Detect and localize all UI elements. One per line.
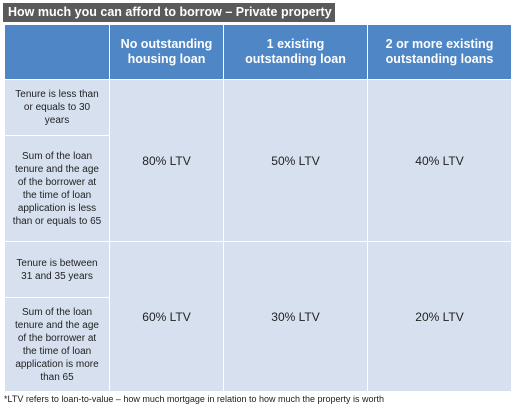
footnote: *LTV refers to loan-to-value – how much … xyxy=(4,394,385,404)
ltv-value-cell: 20% LTV xyxy=(367,241,512,392)
criteria-cell: Sum of the loan tenure and the age of th… xyxy=(4,135,110,242)
criteria-cell: Tenure is less than or equals to 30 year… xyxy=(4,79,110,136)
ltv-value-cell: 80% LTV xyxy=(109,79,224,242)
header-two-loans: 2 or more existing outstanding loans xyxy=(367,24,512,80)
ltv-value-cell: 60% LTV xyxy=(109,241,224,392)
ltv-value-cell: 40% LTV xyxy=(367,79,512,242)
ltv-value-cell: 30% LTV xyxy=(223,241,368,392)
table-header-row: No outstanding housing loan 1 existing o… xyxy=(4,24,512,80)
header-no-loan: No outstanding housing loan xyxy=(109,24,224,80)
page-title: How much you can afford to borrow – Priv… xyxy=(3,3,335,22)
criteria-cell: Sum of the loan tenure and the age of th… xyxy=(4,297,110,392)
header-corner-cell xyxy=(4,24,110,80)
header-one-loan: 1 existing outstanding loan xyxy=(223,24,368,80)
ltv-table: No outstanding housing loan 1 existing o… xyxy=(4,24,512,392)
criteria-cell: Tenure is between 31 and 35 years xyxy=(4,241,110,298)
table-row: Tenure is less than or equals to 30 year… xyxy=(4,79,512,242)
table-row: Sum of the loan tenure and the age of th… xyxy=(4,297,512,392)
table-row: Tenure is between 31 and 35 years 60% LT… xyxy=(4,241,512,392)
ltv-value-cell: 50% LTV xyxy=(223,79,368,242)
table-row: Sum of the loan tenure and the age of th… xyxy=(4,135,512,242)
